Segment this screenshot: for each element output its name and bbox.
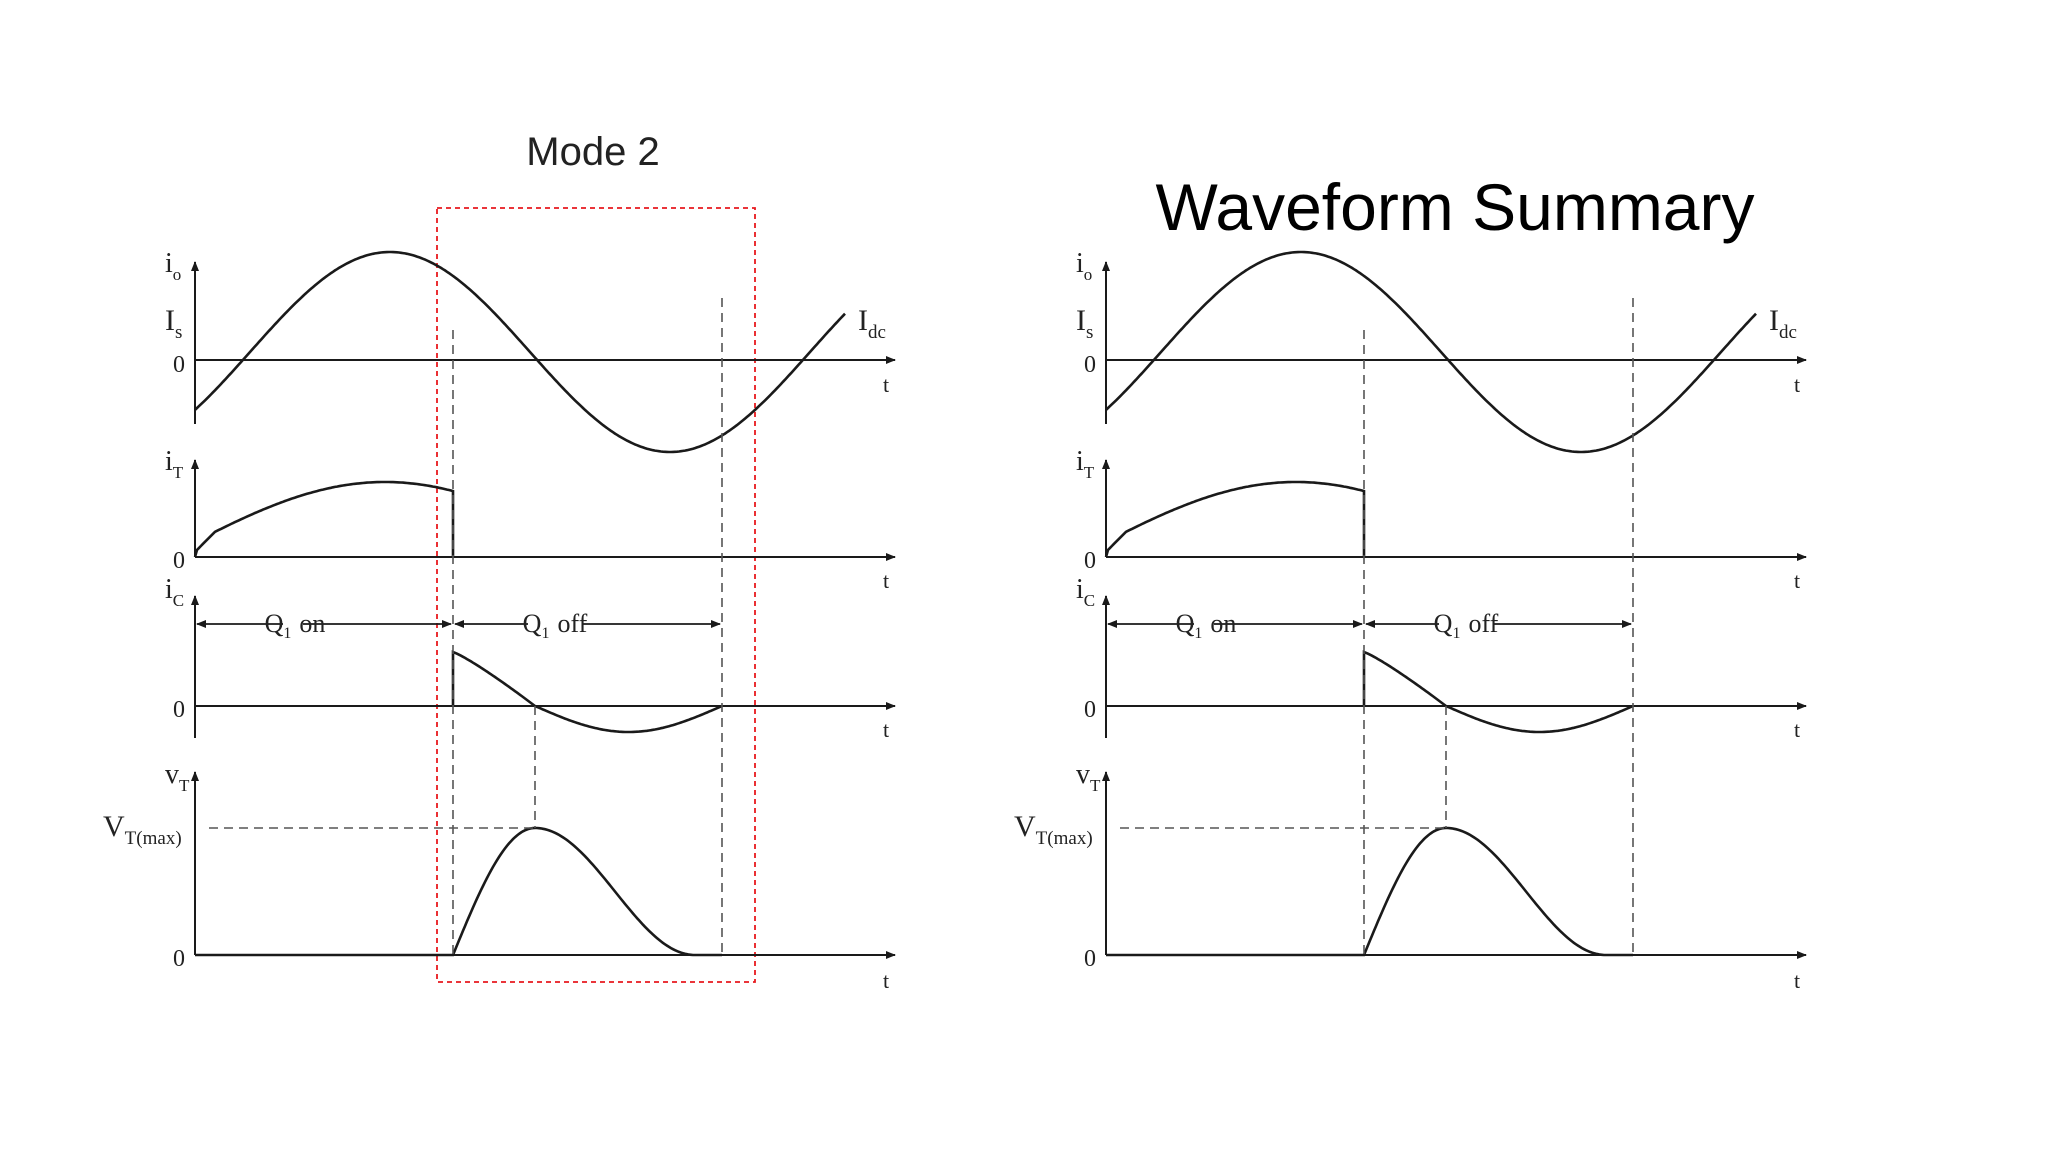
io-waveform bbox=[194, 250, 846, 454]
ic-waveform bbox=[451, 650, 722, 734]
ic-waveform bbox=[1362, 650, 1633, 734]
vtmax-label: VT(max) bbox=[1014, 810, 1093, 849]
it-waveform bbox=[193, 480, 455, 558]
vt-waveform bbox=[1106, 826, 1633, 957]
vt-label: vT bbox=[1076, 759, 1101, 795]
mode-2-label: Mode 2 bbox=[526, 130, 659, 174]
q1-on-label: Q1 on bbox=[265, 609, 326, 642]
t-axis-label-bottom: t bbox=[1794, 968, 1800, 993]
ic-zero-label: 0 bbox=[173, 697, 185, 723]
io-zero-label: 0 bbox=[173, 352, 185, 378]
io-t-label: t bbox=[1794, 372, 1800, 397]
q1-off-label: Q1 off bbox=[1434, 609, 1499, 642]
it-t-label: t bbox=[883, 568, 889, 593]
vt-label: vT bbox=[165, 759, 190, 795]
it-label: iT bbox=[165, 446, 184, 482]
page-title: Waveform Summary bbox=[1156, 170, 1755, 244]
ic-label: iC bbox=[165, 574, 184, 610]
q1-off-label: Q1 off bbox=[523, 609, 588, 642]
q1-on-label: Q1 on bbox=[1176, 609, 1237, 642]
it-zero-label: 0 bbox=[1084, 548, 1096, 574]
vt-waveform bbox=[195, 826, 722, 957]
io-label: io bbox=[165, 248, 181, 284]
vt-zero-label: 0 bbox=[1084, 946, 1096, 972]
vt-zero-label: 0 bbox=[173, 946, 185, 972]
io-t-label: t bbox=[883, 372, 889, 397]
io-label: io bbox=[1076, 248, 1092, 284]
t-axis-label-bottom: t bbox=[883, 968, 889, 993]
ic-label: iC bbox=[1076, 574, 1095, 610]
ic-t-label: t bbox=[1794, 717, 1800, 742]
vtmax-label: VT(max) bbox=[103, 810, 182, 849]
is-label: Is bbox=[1076, 304, 1093, 343]
idc-label: Idc bbox=[1769, 304, 1797, 343]
idc-label: Idc bbox=[858, 304, 886, 343]
it-waveform bbox=[1104, 480, 1366, 558]
is-label: Is bbox=[165, 304, 182, 343]
it-t-label: t bbox=[1794, 568, 1800, 593]
io-zero-label: 0 bbox=[1084, 352, 1096, 378]
it-label: iT bbox=[1076, 446, 1095, 482]
ic-t-label: t bbox=[883, 717, 889, 742]
io-waveform bbox=[1105, 250, 1757, 454]
it-zero-label: 0 bbox=[173, 548, 185, 574]
ic-zero-label: 0 bbox=[1084, 697, 1096, 723]
mode-2-highlight-box bbox=[436, 207, 756, 983]
